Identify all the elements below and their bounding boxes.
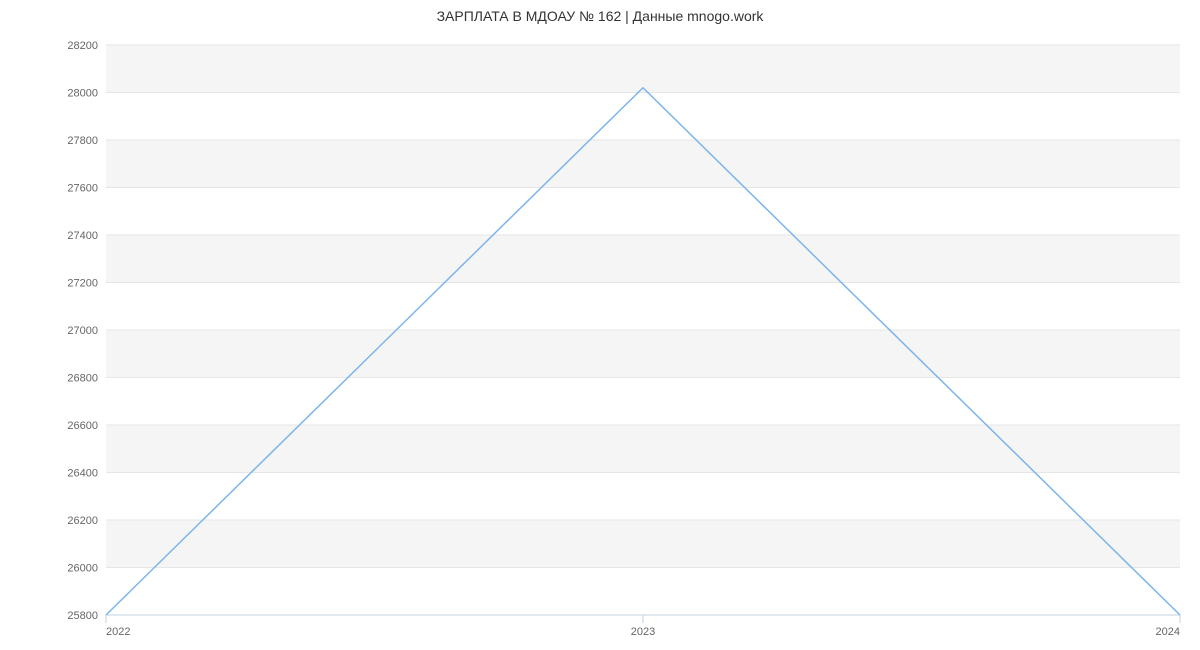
y-tick-label: 25800 xyxy=(67,610,98,622)
y-tick-label: 26800 xyxy=(67,373,98,385)
y-tick-label: 27000 xyxy=(67,325,98,337)
y-tick-label: 27600 xyxy=(67,183,98,195)
x-tick-label: 2023 xyxy=(631,626,655,638)
chart-svg: 25800 26000 26200 26400 26600 26800 27000 27200… xyxy=(0,0,1200,650)
y-tick-label: 26000 xyxy=(67,563,98,575)
y-tick-label: 27200 xyxy=(67,278,98,290)
y-tick-label: 27800 xyxy=(67,135,98,147)
y-tick-label: 27400 xyxy=(67,230,98,242)
y-tick-label: 28000 xyxy=(67,88,98,100)
y-tick-label: 26200 xyxy=(67,515,98,527)
y-tick-label: 28200 xyxy=(67,40,98,52)
y-tick-label: 26600 xyxy=(67,420,98,432)
y-tick-label: 26400 xyxy=(67,468,98,480)
salary-chart: ЗАРПЛАТА В МДОАУ № 162 | Данные mnogo.wo… xyxy=(0,0,1200,650)
x-tick-label: 2024 xyxy=(1156,626,1180,638)
x-tick-label: 2022 xyxy=(106,626,130,638)
